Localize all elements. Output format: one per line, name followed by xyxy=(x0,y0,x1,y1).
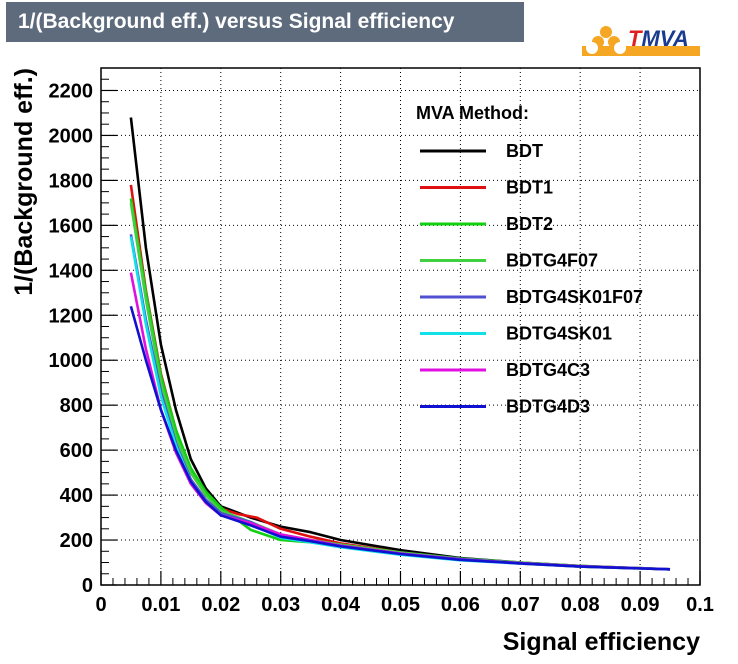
y-tick-label: 2000 xyxy=(49,125,94,147)
legend-label-bdtg4sk01f07: BDTG4SK01F07 xyxy=(506,287,643,307)
chart-title: 1/(Background eff.) versus Signal effici… xyxy=(6,2,524,42)
legend-label-bdtg4f07: BDTG4F07 xyxy=(506,251,598,271)
y-tick-label: 0 xyxy=(82,575,93,597)
y-axis-title: 1/(Background eff.) xyxy=(10,68,38,296)
x-tick-label: 0 xyxy=(95,594,106,616)
series-line-bdtg4d3 xyxy=(129,305,671,571)
x-tick-label: 0.03 xyxy=(261,594,300,616)
x-tick-label: 0.07 xyxy=(501,594,540,616)
legend-label-bdt: BDT xyxy=(506,141,543,161)
x-tick-label: 0.05 xyxy=(381,594,420,616)
y-tick-label: 2200 xyxy=(49,80,94,102)
legend-title: MVA Method: xyxy=(416,103,529,123)
y-tick-label: 1600 xyxy=(49,215,94,237)
tmva-logo-text: TMVA xyxy=(628,26,689,52)
legend-label-bdtg4c3: BDTG4C3 xyxy=(506,360,590,380)
y-tick-label: 200 xyxy=(60,530,93,552)
axis-ticks xyxy=(100,67,701,586)
legend: MVA Method: BDT BDT1 BDT2 BDTG4F07 BDTG4SK01… xyxy=(416,103,643,417)
x-tick-label: 0.09 xyxy=(621,594,660,616)
y-tick-label: 1000 xyxy=(49,350,94,372)
x-tick-label: 0.02 xyxy=(201,594,240,616)
y-tick-label: 400 xyxy=(60,485,93,507)
x-tick-label: 0.04 xyxy=(321,594,361,616)
series-lines xyxy=(129,117,671,571)
tmva-logo-icon xyxy=(582,26,700,56)
x-tick-label: 0.06 xyxy=(441,594,480,616)
legend-label-bdt2: BDT2 xyxy=(506,214,553,234)
y-tick-label: 600 xyxy=(60,440,93,462)
tick-labels: 0 0.01 0.02 0.03 0.04 0.05 0.06 0.07 0.08 0.09 0.1… xyxy=(49,80,714,616)
logo-suffix: MVA xyxy=(641,26,689,51)
y-tick-label: 1800 xyxy=(49,170,94,192)
legend-label-bdt1: BDT1 xyxy=(506,178,553,198)
x-tick-label: 0.01 xyxy=(141,594,180,616)
x-tick-label: 0.08 xyxy=(561,594,600,616)
y-tick-label: 1400 xyxy=(49,260,94,282)
x-tick-label: 0.1 xyxy=(686,594,714,616)
y-tick-label: 800 xyxy=(60,395,93,417)
logo-prefix: T xyxy=(628,26,642,51)
x-axis-title: Signal efficiency xyxy=(503,628,700,656)
legend-label-bdtg4d3: BDTG4D3 xyxy=(506,397,590,417)
legend-label-bdtg4sk01: BDTG4SK01 xyxy=(506,324,612,344)
y-tick-label: 1200 xyxy=(49,305,94,327)
